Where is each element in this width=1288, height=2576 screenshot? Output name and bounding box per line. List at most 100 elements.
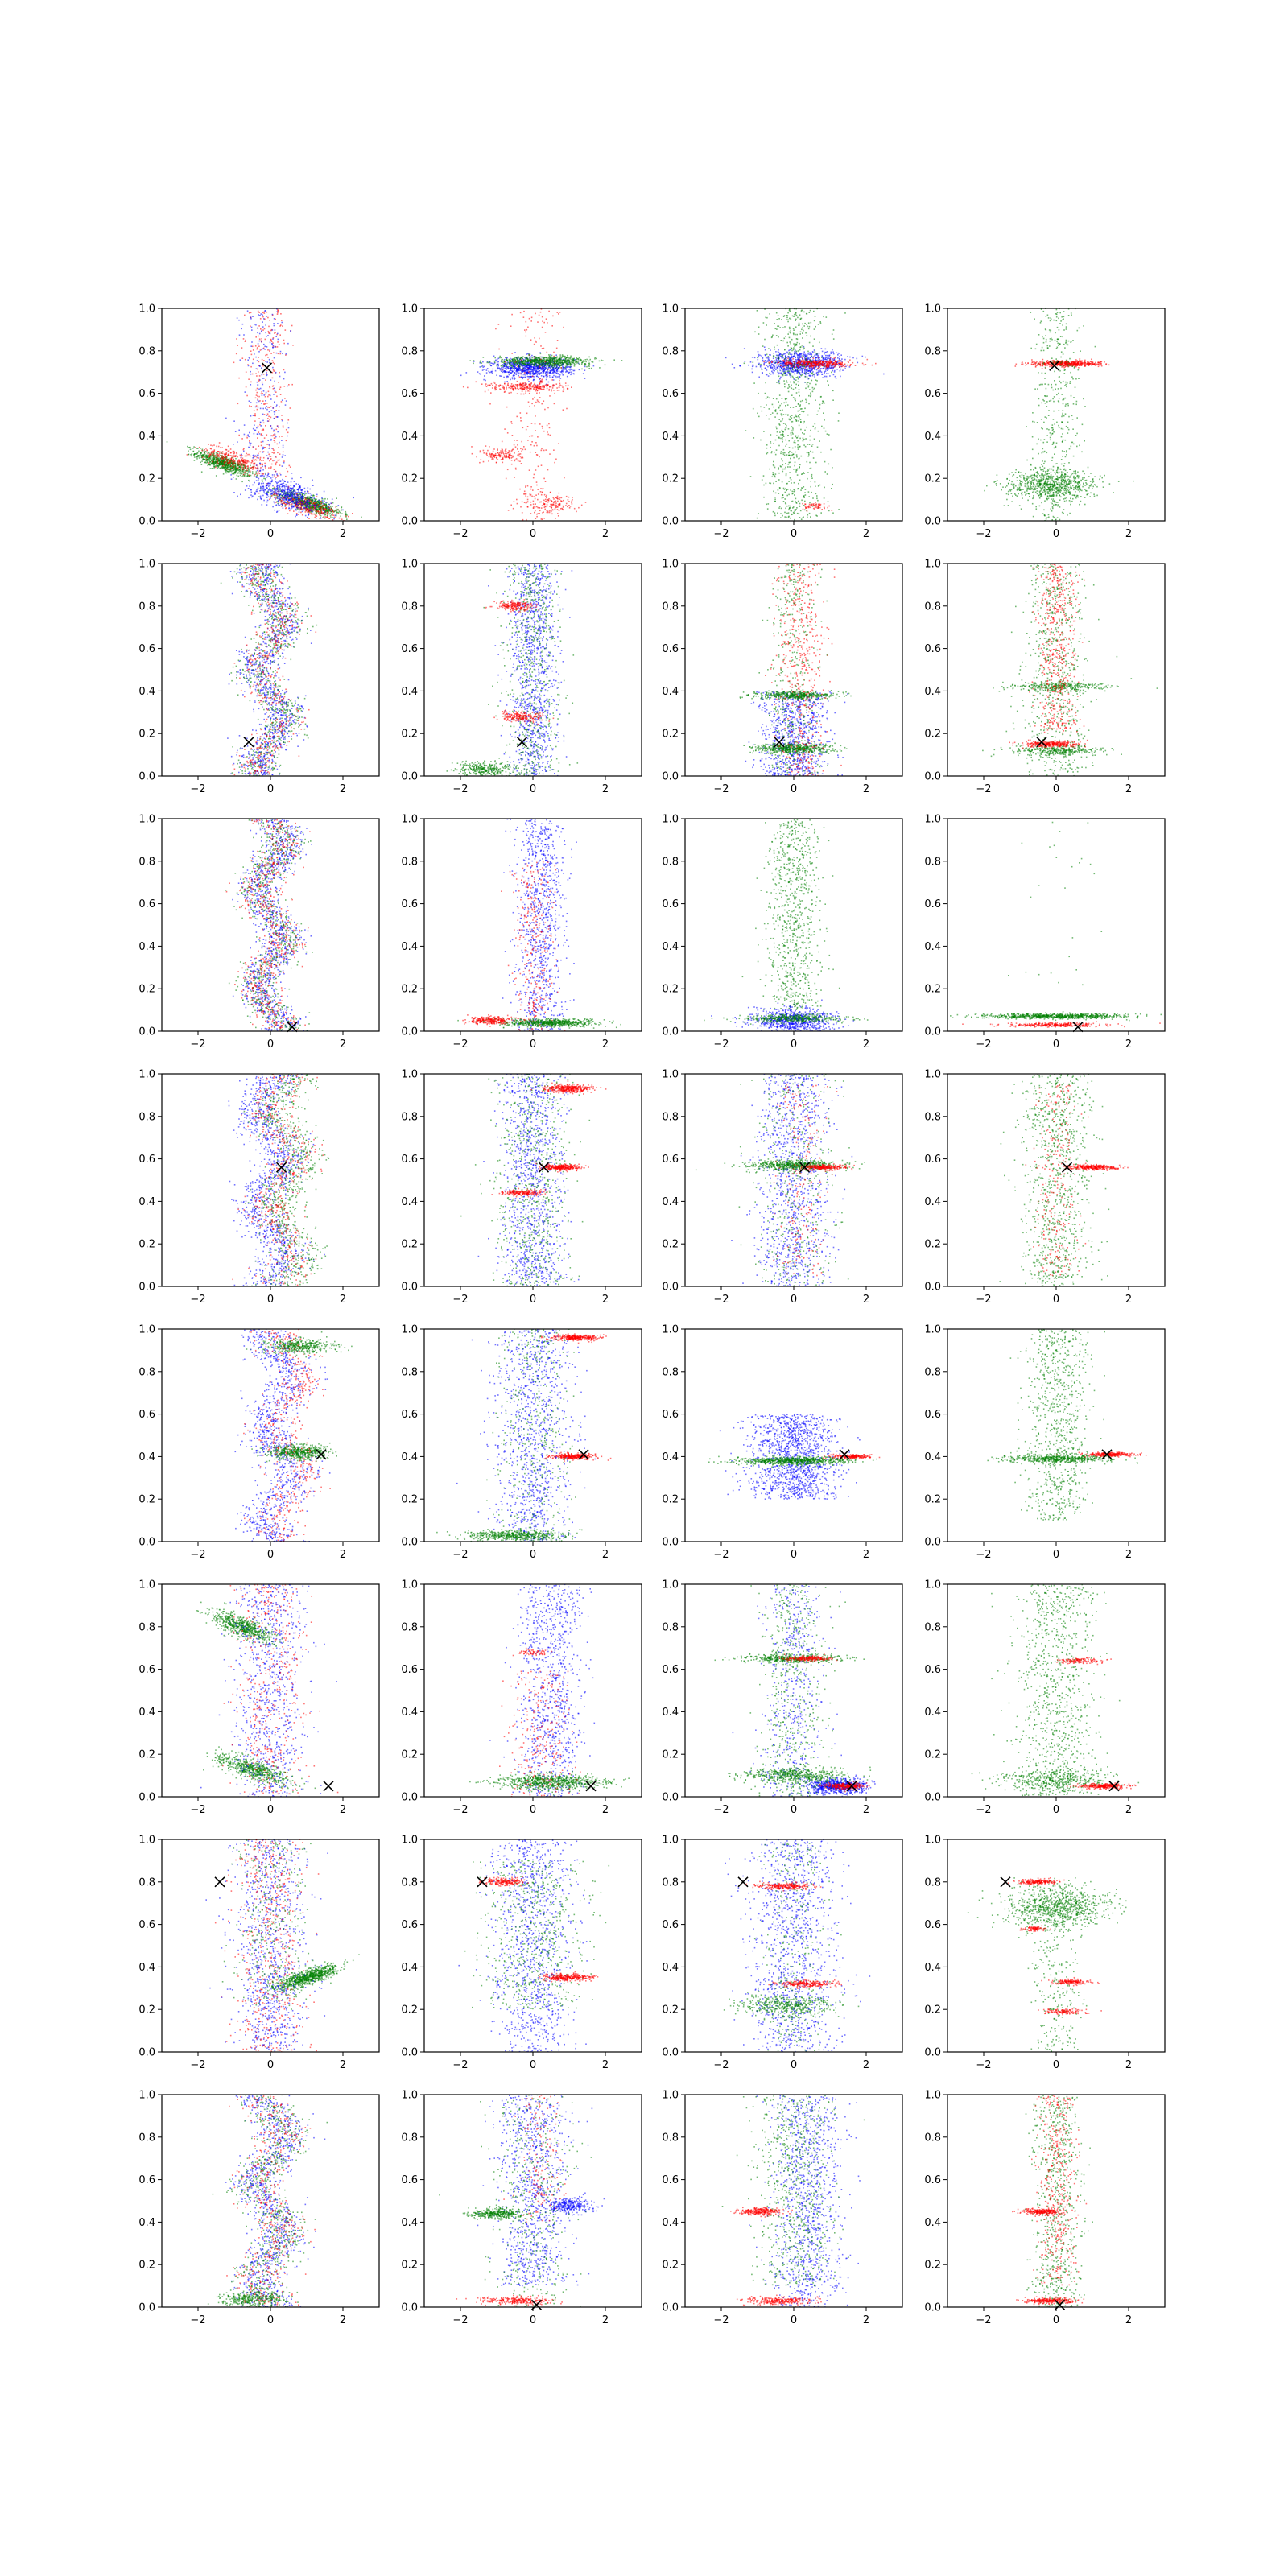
- point: [275, 346, 276, 348]
- point: [242, 438, 243, 440]
- point: [217, 459, 219, 460]
- point: [258, 468, 259, 469]
- point: [329, 504, 331, 506]
- point: [518, 372, 520, 374]
- point: [312, 497, 313, 498]
- point: [565, 369, 567, 371]
- point: [249, 461, 250, 463]
- point: [312, 507, 313, 509]
- point: [263, 500, 265, 502]
- point: [288, 507, 290, 509]
- point: [265, 407, 266, 409]
- point: [262, 408, 264, 410]
- point: [553, 372, 555, 374]
- point: [272, 314, 274, 316]
- point: [280, 484, 282, 485]
- point: [547, 364, 548, 365]
- point: [283, 483, 285, 485]
- point: [271, 495, 273, 497]
- point: [286, 468, 287, 469]
- point: [514, 377, 515, 378]
- point: [481, 383, 483, 385]
- point: [299, 506, 300, 507]
- point: [267, 420, 269, 422]
- point: [341, 518, 343, 520]
- point: [510, 379, 511, 381]
- point: [245, 489, 246, 491]
- point: [256, 349, 258, 350]
- point: [250, 443, 252, 444]
- point: [192, 448, 194, 449]
- point: [483, 357, 485, 358]
- point: [505, 453, 506, 455]
- point: [269, 419, 270, 421]
- point: [570, 364, 572, 365]
- point: [260, 469, 262, 470]
- point: [576, 359, 577, 361]
- point: [272, 338, 274, 340]
- point: [260, 425, 262, 427]
- point: [287, 486, 289, 488]
- point: [263, 378, 265, 379]
- point: [247, 454, 249, 456]
- point: [326, 506, 328, 507]
- point: [258, 453, 259, 455]
- point: [526, 372, 528, 374]
- point: [562, 371, 564, 373]
- point: [514, 369, 515, 371]
- point: [493, 382, 495, 383]
- point: [237, 475, 238, 477]
- point: [277, 490, 279, 492]
- point: [300, 508, 302, 510]
- point: [481, 362, 483, 364]
- point: [277, 452, 279, 454]
- point: [289, 510, 291, 512]
- point: [233, 477, 234, 478]
- point: [528, 381, 530, 382]
- point: [295, 499, 296, 501]
- point: [246, 453, 247, 455]
- point: [281, 401, 283, 402]
- point: [508, 387, 510, 389]
- point: [265, 489, 266, 491]
- point: [520, 357, 522, 359]
- point: [306, 510, 308, 512]
- point: [555, 372, 557, 374]
- point: [485, 391, 486, 393]
- point: [537, 371, 539, 373]
- point: [530, 373, 532, 374]
- point: [255, 407, 257, 408]
- point: [528, 376, 530, 378]
- point: [227, 464, 229, 465]
- point: [313, 505, 315, 506]
- point: [258, 418, 260, 419]
- point: [510, 369, 511, 371]
- point: [254, 324, 255, 326]
- point: [311, 509, 312, 510]
- point: [523, 361, 525, 362]
- point: [584, 378, 586, 379]
- point: [243, 451, 245, 452]
- point: [229, 469, 230, 471]
- point: [522, 386, 524, 387]
- point: [308, 497, 309, 498]
- point: [238, 466, 240, 468]
- point: [514, 378, 515, 380]
- point: [262, 473, 263, 475]
- point: [490, 392, 492, 394]
- point: [504, 391, 506, 393]
- y-tick-label: 0.2: [138, 473, 155, 485]
- point: [267, 349, 269, 351]
- point: [541, 368, 543, 369]
- point: [591, 368, 592, 369]
- point: [261, 331, 262, 332]
- point: [270, 398, 272, 400]
- point: [200, 452, 202, 454]
- point: [275, 464, 277, 466]
- point: [287, 488, 288, 489]
- point: [268, 473, 270, 475]
- point: [558, 374, 559, 375]
- point: [266, 415, 268, 416]
- point: [287, 503, 288, 505]
- point: [547, 388, 548, 390]
